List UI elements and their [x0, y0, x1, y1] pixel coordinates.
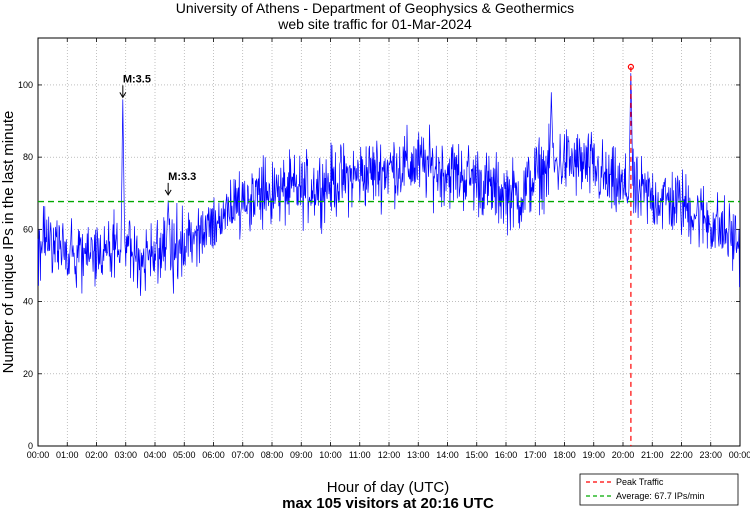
x-tick-label: 23:00 [699, 450, 722, 460]
x-tick-label: 09:00 [290, 450, 313, 460]
x-tick-label: 11:00 [349, 450, 371, 460]
annotation-arrow-head [164, 189, 172, 196]
earthquake-annotation: M:3.5 [119, 73, 151, 99]
x-tick-label: 12:00 [378, 450, 401, 460]
x-tick-label: 20:00 [612, 450, 635, 460]
x-tick-label: 13:00 [407, 450, 430, 460]
chart-overlays: M:3.5 M:3.3 [38, 63, 740, 446]
y-tick-label: 60 [23, 224, 33, 234]
x-tick-label: 16:00 [495, 450, 518, 460]
x-tick-label: 05:00 [173, 450, 196, 460]
annotation-label: M:3.3 [168, 171, 196, 183]
peak-marker [627, 63, 634, 70]
traffic-series [37, 73, 740, 296]
earthquake-annotation: M:3.3 [164, 171, 196, 196]
legend: Peak Traffic Average: 67.7 IPs/min [579, 473, 739, 506]
y-axis-label: Number of unique IPs in the last minute [0, 111, 17, 374]
x-axis-ticks: 00:00 01:00 02:00 03:00 04:00 05:00 06:00 07:00… [27, 38, 750, 460]
x-tick-label: 19:00 [582, 450, 605, 460]
x-axis-label: Hour of day (UTC) [327, 479, 450, 496]
x-tick-label: 18:00 [553, 450, 576, 460]
x-tick-label: 17:00 [524, 450, 547, 460]
y-tick-label: 40 [23, 297, 33, 307]
x-tick-label: 08:00 [261, 450, 284, 460]
y-tick-label: 100 [18, 80, 33, 90]
x-tick-label: 06:00 [202, 450, 225, 460]
x-tick-label: 01:00 [56, 450, 79, 460]
x-tick-label: 02:00 [85, 450, 108, 460]
chart-title-line-2: web site traffic for 01-Mar-2024 [277, 16, 472, 32]
x-tick-label: 04:00 [144, 450, 167, 460]
chart-title-line-1: University of Athens - Department of Geo… [176, 0, 574, 16]
y-tick-label: 0 [28, 441, 33, 451]
y-tick-label: 80 [23, 152, 33, 162]
peak-summary: max 105 visitors at 20:16 UTC [282, 495, 494, 511]
x-tick-label: 00:00 [729, 450, 750, 460]
legend-average-label: Average: 67.7 IPs/min [616, 491, 704, 501]
y-tick-label: 20 [23, 369, 33, 379]
y-axis-ticks: 0 20 40 60 80 100 [18, 80, 740, 451]
grid-lines [38, 38, 740, 446]
annotation-arrow-head [119, 92, 127, 99]
x-tick-label: 00:00 [27, 450, 50, 460]
traffic-line [37, 73, 740, 296]
legend-peak-label: Peak Traffic [616, 477, 664, 487]
x-tick-label: 15:00 [465, 450, 488, 460]
x-tick-label: 22:00 [670, 450, 693, 460]
annotation-label: M:3.5 [123, 73, 151, 85]
x-tick-label: 03:00 [114, 450, 137, 460]
x-tick-label: 07:00 [231, 450, 254, 460]
x-tick-label: 14:00 [436, 450, 459, 460]
x-tick-label: 21:00 [641, 450, 664, 460]
x-tick-label: 10:00 [319, 450, 342, 460]
